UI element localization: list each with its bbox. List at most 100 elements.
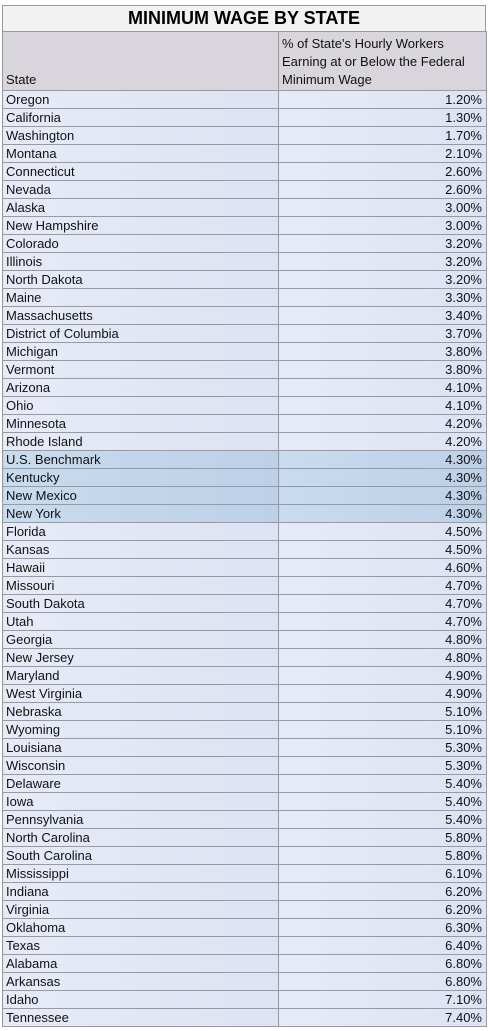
state-cell[interactable]: Colorado — [2, 234, 279, 253]
percent-cell[interactable]: 3.40% — [278, 306, 487, 325]
state-cell[interactable]: New Hampshire — [2, 216, 279, 235]
state-cell[interactable]: Wisconsin — [2, 756, 279, 775]
percent-cell[interactable]: 3.00% — [278, 198, 487, 217]
percent-cell[interactable]: 4.50% — [278, 540, 487, 559]
percent-cell[interactable]: 4.30% — [278, 486, 487, 505]
percent-cell[interactable]: 4.30% — [278, 504, 487, 523]
percent-cell[interactable]: 4.30% — [278, 468, 487, 487]
percent-cell[interactable]: 1.20% — [278, 90, 487, 109]
state-cell[interactable]: Ohio — [2, 396, 279, 415]
state-cell[interactable]: Nevada — [2, 180, 279, 199]
state-cell[interactable]: Maryland — [2, 666, 279, 685]
state-cell[interactable]: California — [2, 108, 279, 127]
state-cell[interactable]: Oregon — [2, 90, 279, 109]
state-cell[interactable]: New Jersey — [2, 648, 279, 667]
percent-cell[interactable]: 4.20% — [278, 432, 487, 451]
percent-cell[interactable]: 3.70% — [278, 324, 487, 343]
percent-cell[interactable]: 4.80% — [278, 630, 487, 649]
percent-cell[interactable]: 1.70% — [278, 126, 487, 145]
state-cell[interactable]: Indiana — [2, 882, 279, 901]
state-cell[interactable]: Hawaii — [2, 558, 279, 577]
state-cell[interactable]: Utah — [2, 612, 279, 631]
state-cell[interactable]: Idaho — [2, 990, 279, 1009]
percent-cell[interactable]: 4.20% — [278, 414, 487, 433]
percent-cell[interactable]: 5.40% — [278, 792, 487, 811]
state-cell[interactable]: Oklahoma — [2, 918, 279, 937]
percent-cell[interactable]: 3.80% — [278, 342, 487, 361]
state-cell[interactable]: Massachusetts — [2, 306, 279, 325]
state-cell[interactable]: Iowa — [2, 792, 279, 811]
percent-cell[interactable]: 3.20% — [278, 270, 487, 289]
state-cell[interactable]: Vermont — [2, 360, 279, 379]
state-cell[interactable]: Connecticut — [2, 162, 279, 181]
percent-cell[interactable]: 7.10% — [278, 990, 487, 1009]
percent-cell[interactable]: 6.80% — [278, 972, 487, 991]
percent-cell[interactable]: 3.30% — [278, 288, 487, 307]
state-cell[interactable]: South Dakota — [2, 594, 279, 613]
state-cell[interactable]: Florida — [2, 522, 279, 541]
percent-cell[interactable]: 5.80% — [278, 846, 487, 865]
state-cell[interactable]: Louisiana — [2, 738, 279, 757]
state-cell[interactable]: Mississippi — [2, 864, 279, 883]
state-cell[interactable]: North Dakota — [2, 270, 279, 289]
percent-cell[interactable]: 4.80% — [278, 648, 487, 667]
percent-cell[interactable]: 6.20% — [278, 882, 487, 901]
percent-cell[interactable]: 5.10% — [278, 702, 487, 721]
state-cell[interactable]: Missouri — [2, 576, 279, 595]
state-cell[interactable]: Georgia — [2, 630, 279, 649]
percent-cell[interactable]: 4.10% — [278, 378, 487, 397]
percent-cell[interactable]: 3.20% — [278, 252, 487, 271]
percent-cell[interactable]: 4.70% — [278, 594, 487, 613]
percent-cell[interactable]: 6.40% — [278, 936, 487, 955]
percent-cell[interactable]: 3.00% — [278, 216, 487, 235]
state-cell[interactable]: Wyoming — [2, 720, 279, 739]
percent-cell[interactable]: 4.90% — [278, 666, 487, 685]
state-cell[interactable]: Arizona — [2, 378, 279, 397]
column-header-state[interactable]: State — [2, 31, 279, 91]
percent-cell[interactable]: 2.60% — [278, 180, 487, 199]
state-cell[interactable]: South Carolina — [2, 846, 279, 865]
state-cell[interactable]: North Carolina — [2, 828, 279, 847]
percent-cell[interactable]: 7.40% — [278, 1008, 487, 1027]
percent-cell[interactable]: 3.20% — [278, 234, 487, 253]
state-cell[interactable]: U.S. Benchmark — [2, 450, 279, 469]
percent-cell[interactable]: 4.70% — [278, 576, 487, 595]
state-cell[interactable]: Nebraska — [2, 702, 279, 721]
percent-cell[interactable]: 2.10% — [278, 144, 487, 163]
percent-cell[interactable]: 3.80% — [278, 360, 487, 379]
percent-cell[interactable]: 4.60% — [278, 558, 487, 577]
state-cell[interactable]: Alaska — [2, 198, 279, 217]
percent-cell[interactable]: 2.60% — [278, 162, 487, 181]
state-cell[interactable]: Pennsylvania — [2, 810, 279, 829]
state-cell[interactable]: Montana — [2, 144, 279, 163]
state-cell[interactable]: Texas — [2, 936, 279, 955]
percent-cell[interactable]: 6.30% — [278, 918, 487, 937]
state-cell[interactable]: Minnesota — [2, 414, 279, 433]
state-cell[interactable]: New Mexico — [2, 486, 279, 505]
state-cell[interactable]: Rhode Island — [2, 432, 279, 451]
state-cell[interactable]: Kentucky — [2, 468, 279, 487]
percent-cell[interactable]: 6.20% — [278, 900, 487, 919]
percent-cell[interactable]: 4.30% — [278, 450, 487, 469]
percent-cell[interactable]: 5.40% — [278, 810, 487, 829]
percent-cell[interactable]: 5.10% — [278, 720, 487, 739]
percent-cell[interactable]: 4.90% — [278, 684, 487, 703]
state-cell[interactable]: Arkansas — [2, 972, 279, 991]
column-header-percent[interactable]: % of State's Hourly Workers Earning at o… — [278, 31, 487, 91]
percent-cell[interactable]: 5.40% — [278, 774, 487, 793]
state-cell[interactable]: Kansas — [2, 540, 279, 559]
percent-cell[interactable]: 5.30% — [278, 756, 487, 775]
state-cell[interactable]: Virginia — [2, 900, 279, 919]
state-cell[interactable]: West Virginia — [2, 684, 279, 703]
percent-cell[interactable]: 1.30% — [278, 108, 487, 127]
percent-cell[interactable]: 5.30% — [278, 738, 487, 757]
state-cell[interactable]: Michigan — [2, 342, 279, 361]
state-cell[interactable]: Tennessee — [2, 1008, 279, 1027]
percent-cell[interactable]: 4.70% — [278, 612, 487, 631]
percent-cell[interactable]: 5.80% — [278, 828, 487, 847]
percent-cell[interactable]: 4.50% — [278, 522, 487, 541]
state-cell[interactable]: District of Columbia — [2, 324, 279, 343]
state-cell[interactable]: Maine — [2, 288, 279, 307]
state-cell[interactable]: Illinois — [2, 252, 279, 271]
percent-cell[interactable]: 6.80% — [278, 954, 487, 973]
